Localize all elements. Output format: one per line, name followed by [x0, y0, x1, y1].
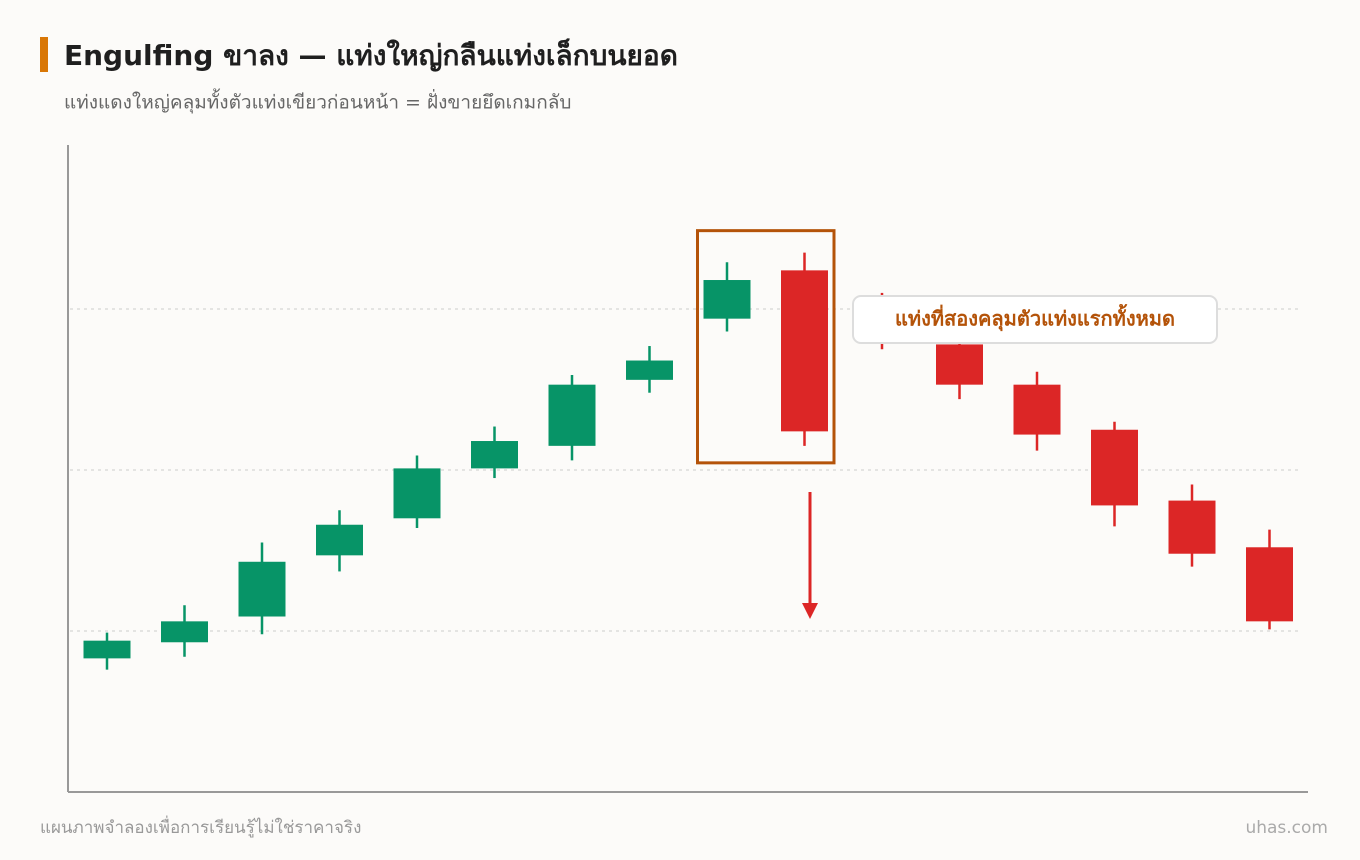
chart-title: Engulfing ขาลง — แท่งใหญ่กลืนแท่งเล็กบนย…	[64, 38, 678, 72]
title-accent	[40, 37, 48, 72]
candle-body	[548, 384, 596, 446]
candle-body	[1091, 429, 1138, 506]
candle-body	[316, 524, 363, 556]
down-arrow-head	[802, 603, 818, 619]
candle-body	[1246, 547, 1293, 622]
candle-body	[83, 640, 131, 659]
candle-body	[471, 441, 518, 469]
candle-body	[1168, 500, 1216, 554]
annotation: แท่งที่สองคลุมตัวแท่งแรกทั้งหมด	[895, 304, 1175, 332]
candle-body	[936, 344, 983, 385]
footnote: แผนภาพจำลองเพื่อการเรียนรู้ไม่ใช่ราคาจริ…	[40, 815, 361, 838]
candle-body	[781, 270, 828, 432]
candle-body	[626, 360, 673, 380]
candle-body	[161, 621, 208, 643]
candle-body	[238, 561, 286, 617]
source: uhas.com	[1245, 818, 1328, 838]
candle-body	[703, 280, 751, 319]
annotation-box	[852, 295, 1218, 344]
candle-body	[1013, 384, 1061, 435]
candle-body	[393, 468, 441, 519]
highlight-box	[696, 229, 836, 465]
chart-subtitle: แท่งแดงใหญ่คลุมทั้งตัวแท่งเขียวก่อนหน้า …	[64, 89, 571, 115]
grid	[70, 308, 1302, 632]
